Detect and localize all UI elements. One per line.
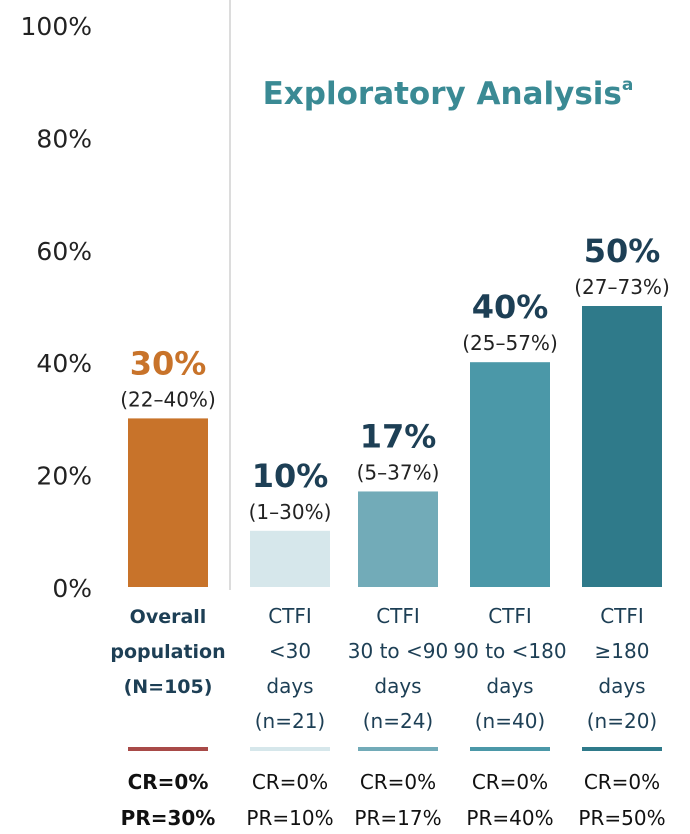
category-label: CTFI [268, 604, 312, 628]
category-label: population [110, 641, 225, 663]
y-tick-label: 20% [36, 462, 92, 491]
value-label: 50% [584, 232, 661, 270]
cr-label: CR=0% [360, 770, 436, 794]
category-label: <30 [269, 639, 311, 663]
category-label: 30 to <90 [348, 639, 448, 663]
value-label: 30% [130, 344, 207, 382]
value-label: 10% [252, 457, 329, 495]
category-label: CTFI [376, 604, 420, 628]
category-label: CTFI [488, 604, 532, 628]
y-tick-label: 80% [36, 124, 92, 153]
y-tick-label: 0% [52, 574, 92, 603]
category-label: (n=21) [255, 709, 326, 733]
ci-label: (1–30%) [249, 500, 332, 524]
bar [128, 418, 208, 587]
category-label: ≥180 [595, 639, 650, 663]
category-label: (n=40) [475, 709, 546, 733]
cr-label: CR=0% [128, 770, 209, 794]
pr-label: PR=30% [121, 806, 216, 830]
category-label: days [374, 674, 421, 698]
bar [582, 306, 662, 587]
value-label: 17% [360, 417, 437, 455]
category-label: (N=105) [124, 676, 213, 698]
category-label: Overall [130, 606, 207, 628]
ci-label: (27–73%) [574, 275, 670, 299]
category-label: days [598, 674, 645, 698]
cr-label: CR=0% [472, 770, 548, 794]
category-label: (n=24) [363, 709, 434, 733]
chart-title: Exploratory Analysisa [263, 75, 634, 112]
cr-label: CR=0% [252, 770, 328, 794]
bar [470, 362, 550, 587]
ci-label: (25–57%) [462, 331, 558, 355]
value-label: 40% [472, 288, 549, 326]
category-label: 90 to <180 [453, 639, 566, 663]
cr-label: CR=0% [584, 770, 660, 794]
y-tick-label: 100% [21, 12, 92, 41]
ci-label: (22–40%) [120, 387, 216, 411]
category-label: (n=20) [587, 709, 658, 733]
y-tick-label: 60% [36, 237, 92, 266]
pr-label: PR=17% [354, 806, 441, 830]
ci-label: (5–37%) [357, 460, 440, 484]
y-tick-label: 40% [36, 349, 92, 378]
category-label: CTFI [600, 604, 644, 628]
pr-label: PR=10% [246, 806, 333, 830]
category-label: days [486, 674, 533, 698]
bar [358, 491, 438, 587]
bar [250, 530, 330, 587]
pr-label: PR=40% [466, 806, 553, 830]
pr-label: PR=50% [578, 806, 665, 830]
category-label: days [266, 674, 313, 698]
